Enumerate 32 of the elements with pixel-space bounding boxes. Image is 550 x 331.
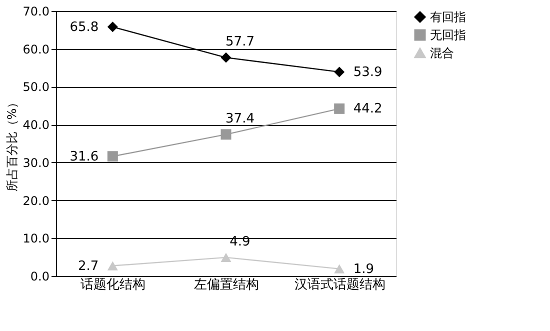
data-label: 37.4 (226, 111, 254, 126)
data-label: 31.6 (70, 149, 99, 164)
point (107, 151, 118, 162)
y-tick-label: 20.0 (22, 194, 50, 208)
data-label: 44.2 (353, 102, 382, 117)
point (334, 264, 345, 274)
y-tick-label: 60.0 (22, 42, 50, 56)
data-label: 57.7 (226, 34, 254, 50)
point (334, 66, 345, 78)
y-tick-label: 50.0 (22, 80, 50, 94)
point (220, 252, 232, 262)
point (220, 129, 232, 140)
x-tick-label: 话题化结构 (80, 278, 146, 292)
point (107, 261, 118, 270)
y-axis-title: 所占百分比（%） (4, 96, 19, 192)
point (107, 22, 118, 32)
data-label: 1.9 (353, 262, 374, 277)
y-tick-label: 40.0 (22, 118, 50, 132)
data-label: 2.7 (78, 258, 99, 274)
legend-label: 混合 (430, 46, 454, 60)
x-tick-label: 汉语式话题结构 (294, 278, 386, 292)
x-tick-label: 左偏置结构 (194, 278, 259, 292)
y-tick-label: 10.0 (22, 232, 50, 246)
y-tick-label: 30.0 (22, 156, 50, 170)
legend-label: 有回指 (430, 10, 466, 24)
data-label: 65.8 (70, 20, 99, 35)
legend-label: 无回指 (430, 28, 466, 42)
point (220, 52, 232, 63)
data-label: 53.9 (353, 64, 382, 80)
y-tick-label: 70.0 (22, 4, 50, 18)
y-tick-label: 0.0 (30, 270, 50, 284)
point (334, 103, 345, 114)
